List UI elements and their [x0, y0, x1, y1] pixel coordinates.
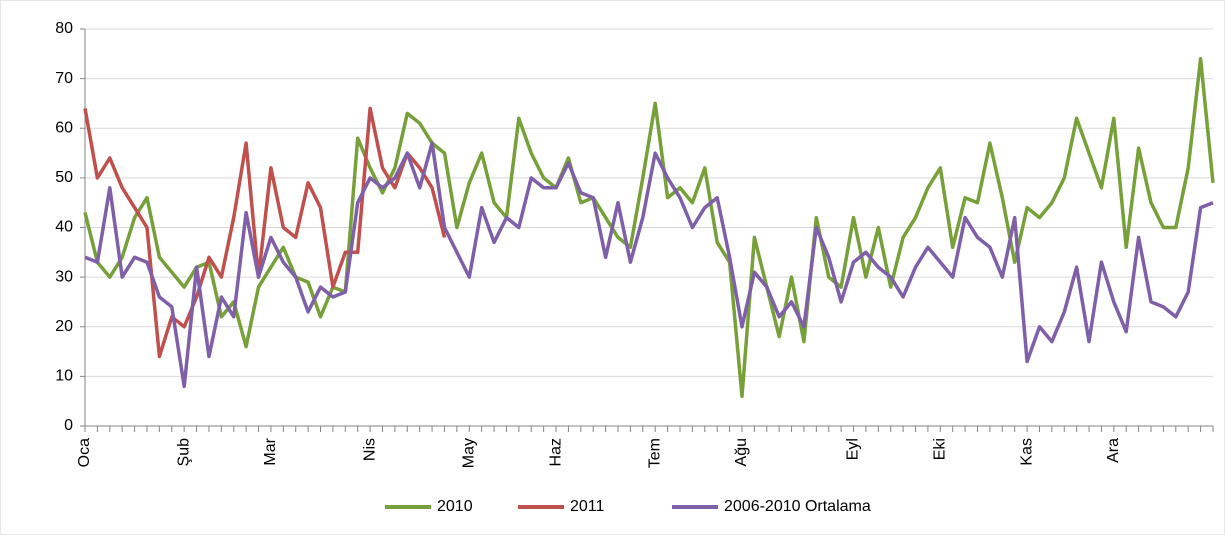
x-tick-label: Ara [1105, 438, 1122, 463]
y-tick-label: 40 [55, 219, 73, 236]
y-tick-label: 80 [55, 20, 73, 37]
x-tick-label: Ağu [733, 438, 750, 466]
x-tick-label: Nis [361, 438, 378, 461]
line-series [83, 106, 447, 359]
x-tick-label: Eki [932, 438, 949, 460]
legend-label: 2006-2010 Ortalama [724, 498, 871, 515]
y-tick-label: 0 [64, 417, 73, 434]
x-tick-label: Haz [547, 438, 564, 466]
y-tick-label: 10 [55, 368, 73, 385]
y-tick-label: 20 [55, 318, 73, 335]
y-tick-label: 70 [55, 70, 73, 87]
x-tick-label: Kas [1018, 438, 1035, 466]
y-tick-label: 60 [55, 119, 73, 136]
x-tick-label: Şub [175, 438, 192, 467]
x-tick-label: Mar [262, 437, 279, 465]
line-series [84, 141, 1214, 389]
legend-label: 2011 [570, 498, 605, 515]
legend-label: 2010 [437, 498, 473, 515]
line-series [83, 57, 1215, 398]
x-tick-label: Oca [76, 438, 93, 467]
x-tick-label: Tem [646, 438, 663, 468]
x-tick-label: May [460, 438, 477, 468]
x-tick-label: Eyl [845, 438, 862, 460]
y-tick-label: 30 [55, 268, 73, 285]
y-tick-label: 50 [55, 169, 73, 186]
